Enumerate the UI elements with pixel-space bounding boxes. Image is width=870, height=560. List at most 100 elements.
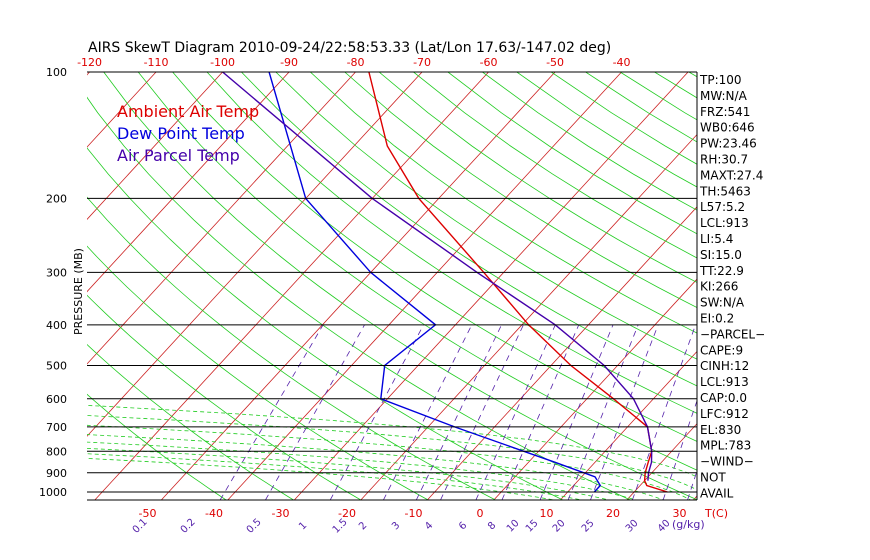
isotherm-line [493, 278, 697, 500]
pressure-tick-label: 500 [46, 360, 67, 373]
dry-adiabat-line [137, 72, 697, 471]
mixing-ratio-tick-label: 4 [423, 520, 435, 532]
bottom-temp-tick-label: 10 [540, 507, 554, 520]
index-entry: MW:N/A [700, 89, 748, 103]
pressure-tick-label: 600 [46, 393, 67, 406]
mixing-ratio-line [631, 324, 696, 500]
mixing-ratio-line [219, 324, 324, 500]
dry-adiabat-line [87, 393, 227, 500]
mixing-ratio-tick-label: 3 [390, 520, 402, 532]
index-entry: LI:5.4 [700, 232, 733, 246]
mixing-ratio-tick-label: 10 [505, 518, 522, 535]
isotherm-line [87, 72, 423, 437]
pressure-tick-label: 300 [46, 266, 67, 279]
isotherm-line [294, 72, 689, 500]
dry-adiabat-line [310, 72, 697, 334]
mixing-ratio-line [590, 324, 659, 500]
sounding-indices: TP:100 MW:N/A FRZ:541 WB0:646 PW:23.46 RH:30.… [699, 73, 765, 500]
dry-adiabat-line [103, 72, 697, 500]
bottom-temp-tick-label: -30 [272, 507, 290, 520]
isotherm-line [626, 423, 697, 500]
dry-adiabat-line [87, 147, 564, 500]
pressure-tick-label: 400 [46, 319, 67, 332]
top-temp-tick-label: -80 [347, 56, 365, 69]
top-temp-tick-label: -110 [144, 56, 169, 69]
bottom-temp-tick-label: -40 [205, 507, 223, 520]
index-entry: TT:22.9 [699, 264, 744, 278]
mixing-ratio-tick-label: 6 [457, 520, 469, 532]
index-entry: PW:23.46 [700, 137, 757, 151]
moist-adiabat-line [87, 415, 697, 491]
isotherm-line [0, 72, 23, 500]
isotherm-line [560, 350, 697, 500]
pressure-tick-label: 900 [46, 467, 67, 480]
mixing-ratio-tick-label: 25 [580, 518, 597, 535]
top-temp-tick-label: -120 [77, 56, 102, 69]
mixing-ratio-line [329, 324, 424, 500]
bottom-temp-tick-label: 20 [606, 507, 620, 520]
legend-entry: Ambient Air Temp [117, 102, 259, 121]
top-temp-tick-label: -100 [210, 56, 235, 69]
bottom-temp-tick-label: 0 [477, 507, 484, 520]
isotherm-line [87, 72, 290, 293]
pressure-tick-label: 200 [46, 192, 67, 205]
mixing-ratio-tick-label: 20 [551, 518, 568, 535]
dry-adiabat-line [241, 72, 697, 387]
top-temp-tick-label: -70 [413, 56, 431, 69]
isotherm-line [94, 72, 489, 500]
mixing-ratio-line [567, 324, 639, 500]
index-entry: FRZ:541 [700, 105, 750, 119]
index-entry: CAP:0.0 [700, 391, 747, 405]
dry-adiabat-line [87, 196, 497, 500]
index-entry: LFC:912 [700, 407, 749, 421]
isotherm-line [87, 72, 157, 148]
dry-adiabat-line [87, 343, 295, 500]
index-entry: MPL:783 [700, 439, 751, 453]
index-entry: EI:0.2 [700, 312, 734, 326]
bottom-temp-tick-label: -10 [405, 507, 423, 520]
top-temp-tick-label: -40 [613, 56, 631, 69]
dry-adiabat-line [792, 72, 870, 501]
moist-adiabat-line [87, 447, 611, 500]
pressure-tick-label: 1000 [39, 486, 67, 499]
bottom-temp-tick-label: 30 [673, 507, 687, 520]
dry-adiabat-line [275, 72, 697, 360]
mixing-ratio-tick-label: 30 [624, 518, 641, 535]
moist-adiabat-line [87, 441, 638, 500]
isotherm-line [87, 72, 223, 220]
top-temp-tick-label: -90 [280, 56, 298, 69]
dry-adiabat-line [172, 72, 697, 442]
bottom-temp-tick-label: -50 [139, 507, 157, 520]
isotherm-line [227, 72, 622, 500]
dry-adiabat-line [758, 72, 870, 501]
index-entry: CINH:12 [700, 359, 749, 373]
pressure-tick-label: 700 [46, 421, 67, 434]
dry-adiabat-line [378, 72, 697, 283]
mixing-ratio-tick-label: 15 [524, 518, 541, 535]
index-entry: TP:100 [699, 73, 742, 87]
isotherm-line [360, 133, 697, 500]
dry-adiabat-line [87, 245, 429, 500]
moist-adiabat-line [87, 457, 557, 500]
series-line-ambient-air-temp [368, 72, 668, 493]
moist-adiabat-line [87, 405, 697, 478]
dry-adiabat-line [482, 72, 697, 211]
mixing-ratio-line [265, 324, 365, 500]
top-temp-tick-label: -60 [480, 56, 498, 69]
index-entry: TH:5463 [699, 184, 751, 198]
legend: Ambient Air Temp Dew Point Temp Air Parcel… [117, 102, 259, 165]
dry-adiabat-line [206, 72, 697, 414]
index-entry: CAPE:9 [700, 343, 743, 357]
isotherm-line [760, 72, 870, 500]
pressure-tick-label: 100 [46, 66, 67, 79]
moist-adiabat-line [87, 434, 665, 500]
index-entry: SW:N/A [700, 296, 745, 310]
mixing-unit-label: (g/kg) [672, 518, 705, 531]
dry-adiabat-line [87, 96, 632, 500]
mixing-ratio-line [501, 324, 580, 500]
mixing-ratio-tick-label: 1 [297, 520, 309, 532]
index-entry: EL:830 [700, 423, 741, 437]
legend-entry: Dew Point Temp [117, 124, 245, 143]
dry-adiabat-line [827, 72, 870, 501]
temp-unit-label: T(C) [704, 507, 728, 520]
